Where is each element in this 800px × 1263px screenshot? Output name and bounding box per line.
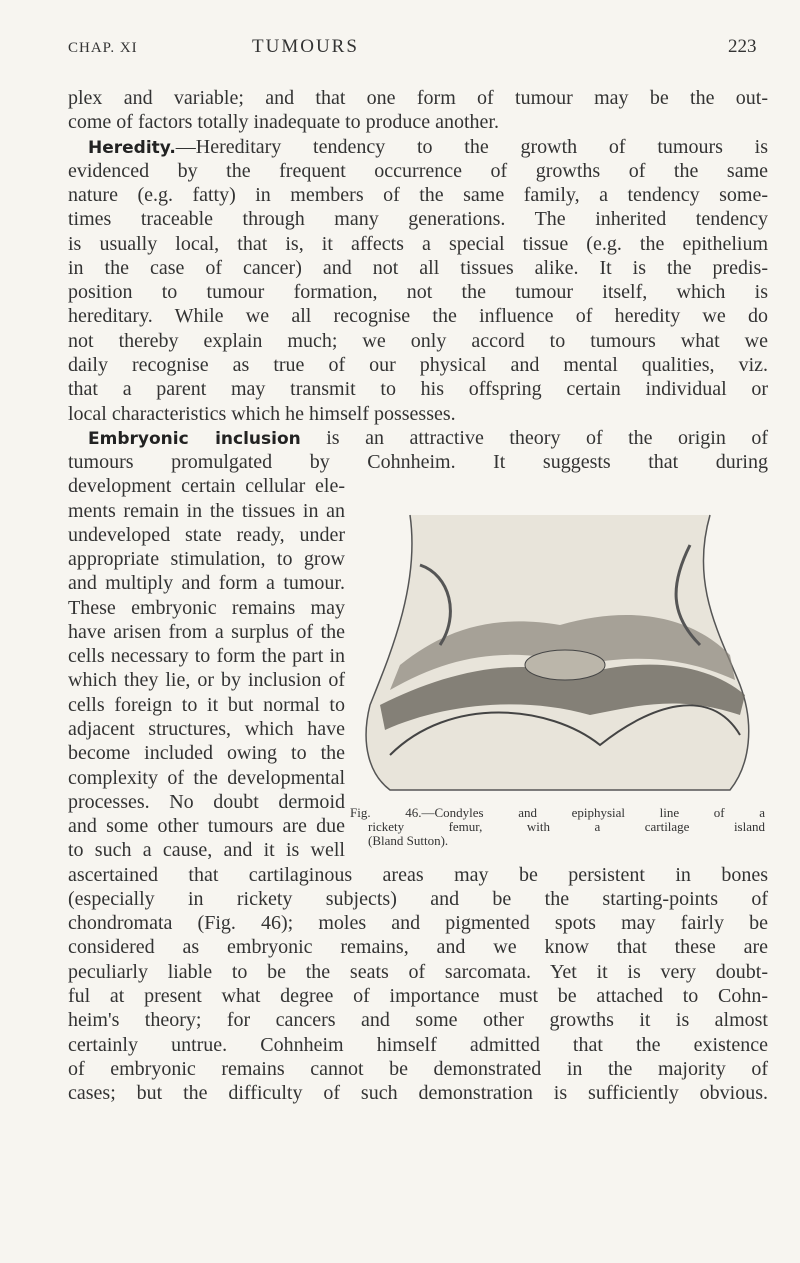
line-text: —Hereditary tendency to the growth of tu…: [175, 135, 768, 158]
text-line: have arisen from a surplus of the: [68, 620, 345, 644]
text-line: considered as embryonic remains, and we …: [68, 935, 768, 959]
line-text: ascertained that cartilaginous areas may…: [68, 863, 768, 886]
text-line: which they lie, or by inclusion of: [68, 668, 345, 692]
text-line: ments remain in the tissues in an: [68, 499, 345, 523]
line-text: and some other tumours are due: [68, 815, 345, 838]
text-line: Heredity.—Hereditary tendency to the gro…: [88, 135, 768, 160]
line-text: adjacent structures, which have: [68, 718, 345, 741]
line-text: local characteristics which he himself p…: [68, 402, 456, 425]
line-text: not thereby explain much; we only accord…: [68, 329, 768, 352]
line-text: times traceable through many generations…: [68, 208, 768, 231]
line-text: evidenced by the frequent occurrence of …: [68, 159, 768, 182]
text-line: ful at present what degree of importance…: [68, 984, 768, 1008]
figure-caption: rickety femur, with a cartilage island: [368, 819, 765, 834]
line-text: undeveloped state ready, under: [68, 523, 345, 546]
line-text: is an attractive theory of the origin of: [300, 426, 768, 449]
text-line: chondromata (Fig. 46); moles and pigment…: [68, 911, 768, 935]
line-text: and multiply and form a tumour.: [68, 572, 345, 595]
text-line: times traceable through many generations…: [68, 207, 768, 231]
line-text: to such a cause, and it is well: [68, 839, 345, 862]
text-line: and some other tumours are due: [68, 814, 345, 838]
line-text: nature (e.g. fatty) in members of the sa…: [68, 184, 768, 207]
text-line: in the case of cancer) and not all tissu…: [68, 256, 768, 280]
line-text: which they lie, or by inclusion of: [68, 669, 345, 692]
text-line: adjacent structures, which have: [68, 717, 345, 741]
line-text: cases; but the difficulty of such demons…: [68, 1082, 768, 1105]
text-line: (especially in rickety subjects) and be …: [68, 887, 768, 911]
line-text: tumours promulgated by Cohnheim. It sugg…: [68, 451, 768, 474]
text-line: plex and variable; and that one form of …: [68, 86, 768, 110]
line-text: come of factors totally inadequate to pr…: [68, 111, 499, 134]
text-line: certainly untrue. Cohnheim himself admit…: [68, 1033, 768, 1057]
line-text: appropriate stimulation, to grow: [68, 548, 345, 571]
text-line: to such a cause, and it is well: [68, 838, 345, 862]
paragraph-heading: Embryonic inclusion: [88, 428, 301, 449]
text-line: cases; but the difficulty of such demons…: [68, 1081, 768, 1105]
text-line: that a parent may transmit to his offspr…: [68, 377, 768, 401]
text-line: ascertained that cartilaginous areas may…: [68, 863, 768, 887]
page-number: 223: [728, 36, 757, 57]
line-text: position to tumour formation, not the tu…: [68, 281, 768, 304]
line-text: certainly untrue. Cohnheim himself admit…: [68, 1033, 768, 1056]
paragraph-heading: Heredity.: [88, 137, 176, 158]
text-line: and multiply and form a tumour.: [68, 571, 345, 595]
line-text: ments remain in the tissues in an: [68, 499, 345, 522]
text-line: become included owing to the: [68, 741, 345, 765]
text-line: nature (e.g. fatty) in members of the sa…: [68, 183, 768, 207]
text-line: hereditary. While we all recognise the i…: [68, 304, 768, 328]
line-text: ful at present what degree of importance…: [68, 984, 768, 1007]
line-text: of embryonic remains cannot be demonstra…: [68, 1057, 768, 1080]
text-line: tumours promulgated by Cohnheim. It sugg…: [68, 450, 768, 474]
text-line: position to tumour formation, not the tu…: [68, 280, 768, 304]
line-text: plex and variable; and that one form of …: [68, 87, 768, 109]
line-text: in the case of cancer) and not all tissu…: [68, 256, 768, 279]
line-text: chondromata (Fig. 46); moles and pigment…: [68, 912, 768, 935]
figure-caption: Fig. 46.—Condyles and epiphysial line of…: [350, 805, 765, 820]
line-text: heim's theory; for cancers and some othe…: [68, 1009, 768, 1032]
line-text: cells foreign to it but normal to: [68, 693, 345, 716]
text-line: of embryonic remains cannot be demonstra…: [68, 1057, 768, 1081]
text-line: appropriate stimulation, to grow: [68, 547, 345, 571]
figure-caption: (Bland Sutton).: [368, 833, 449, 848]
line-text: cells necessary to form the part in: [68, 645, 345, 668]
text-line: peculiarly liable to be the seats of sar…: [68, 960, 768, 984]
chapter-label: CHAP. XI: [68, 40, 138, 56]
text-line: processes. No doubt dermoid: [68, 790, 345, 814]
text-line: cells necessary to form the part in: [68, 644, 345, 668]
text-line: Embryonic inclusion is an attractive the…: [88, 426, 768, 451]
text-line: local characteristics which he himself p…: [68, 402, 456, 426]
line-text: is usually local, that is, it affects a …: [68, 232, 768, 255]
text-line: cells foreign to it but normal to: [68, 693, 345, 717]
running-title: TUMOURS: [252, 36, 359, 57]
text-line: daily recognise as true of our physical …: [68, 353, 768, 377]
line-text: daily recognise as true of our physical …: [68, 353, 768, 376]
text-line: come of factors totally inadequate to pr…: [68, 110, 499, 134]
line-text: have arisen from a surplus of the: [68, 620, 345, 643]
text-line: undeveloped state ready, under: [68, 523, 345, 547]
line-text: development certain cellular ele-: [68, 475, 345, 498]
text-line: evidenced by the frequent occurrence of …: [68, 159, 768, 183]
line-text: complexity of the developmental: [68, 766, 345, 789]
figure-illustration: [365, 514, 750, 791]
text-line: heim's theory; for cancers and some othe…: [68, 1008, 768, 1032]
text-line: is usually local, that is, it affects a …: [68, 232, 768, 256]
line-text: These embryonic remains may: [68, 596, 345, 619]
line-text: hereditary. While we all recognise the i…: [68, 305, 768, 328]
line-text: peculiarly liable to be the seats of sar…: [68, 960, 768, 983]
text-line: not thereby explain much; we only accord…: [68, 329, 768, 353]
line-text: processes. No doubt dermoid: [68, 790, 345, 813]
line-text: considered as embryonic remains, and we …: [68, 936, 768, 959]
text-line: development certain cellular ele-: [68, 474, 345, 498]
line-text: that a parent may transmit to his offspr…: [68, 378, 768, 401]
text-line: complexity of the developmental: [68, 766, 345, 790]
line-text: become included owing to the: [68, 742, 345, 765]
text-line: These embryonic remains may: [68, 596, 345, 620]
line-text: (especially in rickety subjects) and be …: [68, 887, 768, 910]
